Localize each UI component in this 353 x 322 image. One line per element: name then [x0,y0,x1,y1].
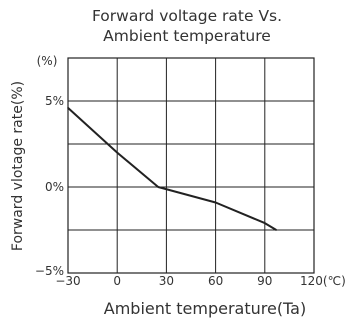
series-point [157,186,159,188]
x-tick-label: 90 [257,274,272,288]
y-tick-label: 0% [45,180,64,194]
axis-ticks: −30 0 30 60 90 −5% 0% 5% [35,94,273,288]
x-tick-label: 30 [159,274,174,288]
series-group [67,107,278,231]
x-unit-label: 120(℃) [300,274,346,288]
plot-frame [67,57,315,274]
x-tick-label: 60 [208,274,223,288]
series-line [67,107,277,231]
x-axis-label: Ambient temperature(Ta) [104,299,306,318]
chart-title-line-1: Forward voltage rate Vs. [92,7,282,25]
x-tick-label: 0 [113,274,121,288]
x-tick-label: −30 [55,274,80,288]
y-unit-label: (%) [37,54,58,68]
y-tick-label: 5% [45,94,64,108]
series-point [264,222,266,224]
chart-title-line-2: Ambient temperature [103,27,271,45]
series-point [67,107,69,109]
y-tick-label: −5% [35,264,64,278]
plot-grid [67,57,315,274]
series-point [116,151,118,154]
y-axis-label: Forward vlotage rate(%) [10,81,26,251]
series-point [214,201,217,204]
series-point [275,229,278,231]
